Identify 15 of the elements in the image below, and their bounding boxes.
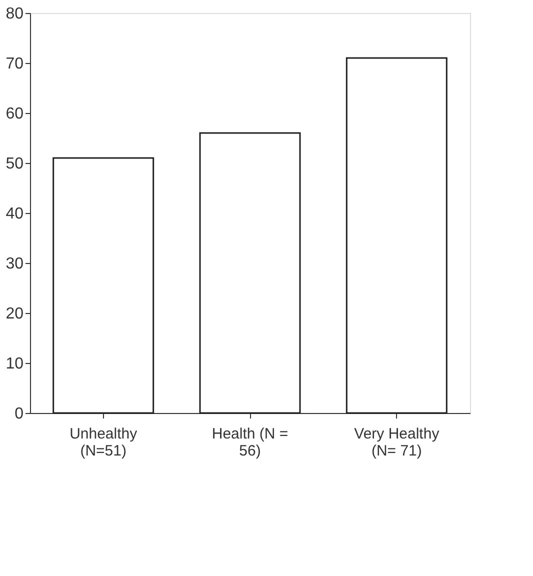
x-tick-label: Health (N = 56)	[212, 426, 288, 460]
y-tick-label: 70	[6, 56, 24, 72]
y-tick-label: 30	[6, 256, 24, 272]
y-tick-label: 10	[6, 356, 24, 372]
y-tick-label: 40	[6, 206, 24, 222]
y-tick-label: 0	[14, 406, 24, 422]
y-tick-label: 60	[6, 106, 24, 122]
y-tick-label: 50	[6, 156, 24, 172]
y-tick-label: 80	[6, 6, 24, 22]
bar	[346, 57, 448, 414]
x-tick-label: Very Healthy (N= 71)	[354, 426, 440, 460]
y-tick-label: 20	[6, 306, 24, 322]
bar	[199, 132, 301, 414]
bar	[52, 157, 154, 414]
x-tick-label: Unhealthy (N=51)	[70, 426, 138, 460]
